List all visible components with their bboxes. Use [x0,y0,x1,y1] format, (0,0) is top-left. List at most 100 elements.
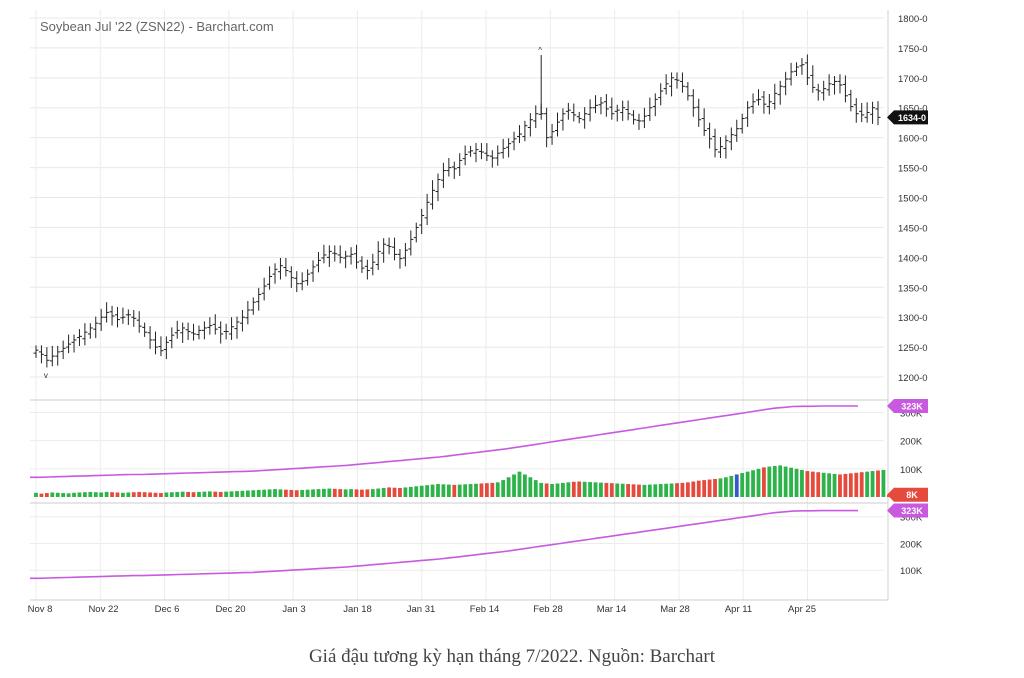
last-price-badge: 1634-0 [887,110,928,125]
ohlc-bar [245,301,251,325]
ohlc-bar [533,105,539,129]
volume-bar [77,492,82,497]
volume-bar [740,473,745,497]
ohlc-bar [842,75,848,103]
volume-tick-label: 300K [900,408,923,419]
volume-bar [197,491,201,497]
price-tick-label: 1350-0 [898,283,928,294]
ohlc-bar [446,158,452,177]
volume-bar [240,490,245,497]
x-tick-label: Jan 18 [343,604,372,615]
volume-bar [495,482,500,497]
ohlc-bar [440,162,446,188]
ohlc-bar [685,82,691,101]
volume-bar [577,481,582,497]
volume-bar [881,469,886,497]
ohlc-bar [104,302,110,323]
volume-bar [876,470,880,497]
volume-bar [131,492,136,497]
ohlc-bar [239,310,245,332]
last-volume-badge-shape [887,487,928,502]
volume-bar [669,483,674,497]
volume-bar [441,484,446,497]
last-volume-badge: 8K [887,487,928,502]
ohlc-bar [788,62,794,86]
ohlc-bar [799,58,805,75]
ohlc-bar [158,336,164,357]
volume-bar [354,489,359,497]
ohlc-bar [560,108,566,131]
ohlc-bar [229,317,235,340]
ohlc-bar [315,251,321,273]
ohlc-bar [631,110,637,125]
volume-bar [446,484,451,497]
ohlc-bar [267,266,273,290]
ohlc-bar [381,238,387,263]
x-tick-label: Mar 28 [660,604,690,615]
volume-bar [115,492,120,497]
volume-bar [800,469,804,497]
volume-bar [387,487,391,497]
ohlc-bar [674,72,680,89]
ohlc-bar [131,310,137,327]
ohlc-bar [402,242,408,267]
volume-bar [685,482,690,497]
ohlc-bar [212,314,218,335]
volume-bar [647,484,652,497]
ohlc-bar [163,336,169,360]
ohlc-bar [755,89,761,106]
low-marker: v [44,371,48,380]
ohlc-bar [413,222,419,243]
ohlc-bar [136,311,142,333]
ohlc-bar [386,237,392,255]
volume-oi-badge: 323K [887,398,928,413]
ohlc-bar [44,347,50,368]
volume-bar [767,466,772,497]
ohlc-bar [261,277,267,301]
ohlc-bar [870,101,876,124]
ohlc-bar [392,237,398,261]
volume-bar [191,492,196,497]
x-tick-label: Nov 22 [88,604,118,615]
volume-bar [66,493,71,497]
volume-axis: 300K 200K 100K [900,408,923,475]
ohlc-bar [451,161,457,179]
volume-bar [626,484,631,497]
ohlc-bar [837,74,843,94]
volume-bar [675,483,679,497]
volume-bar [180,491,185,497]
volume-bar [224,491,229,497]
price-tick-label: 1550-0 [898,164,928,175]
ohlc-bar [875,101,881,126]
volume-oi-badge-shape [887,398,928,413]
volume-bar [452,484,457,497]
volume-bar [566,482,571,497]
volume-bar [544,483,549,497]
volume-bar [561,482,565,497]
volume-bar [186,491,191,497]
ohlc-bar [348,247,354,265]
ohlc-bar [804,54,810,86]
ohlc-bar [777,80,783,105]
ohlc-bar [60,340,66,360]
price-tick-label: 1700-0 [898,74,928,85]
ohlc-bar [218,321,224,344]
ohlc-bar [669,72,675,97]
volume-bar [550,484,554,497]
open-interest-badge: 323K [887,503,928,518]
ohlc-bar [359,256,365,273]
ohlc-bar [250,297,256,315]
ohlc-bar [277,257,283,280]
ohlc-bar [299,272,305,291]
open-interest-badge-shape [887,503,928,518]
ohlc-bar [174,320,180,339]
ohlc-bar [98,308,104,331]
volume-bar [816,472,821,497]
volume-bar [642,484,647,497]
volume-bar [104,491,109,497]
chart-title: Soybean Jul '22 (ZSN22) - Barchart.com [40,19,274,34]
ohlc-bar [783,71,789,96]
price-tick-label: 1800-0 [898,14,928,25]
x-tick-label: Apr 25 [788,604,816,615]
ohlc-bar [180,322,186,343]
